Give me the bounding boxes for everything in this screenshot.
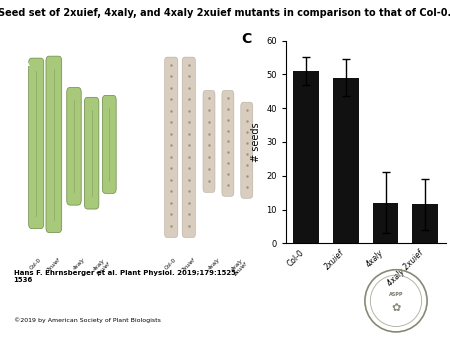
FancyBboxPatch shape [46, 56, 62, 233]
FancyBboxPatch shape [182, 57, 195, 238]
Text: 2xuief: 2xuief [46, 257, 62, 273]
FancyBboxPatch shape [222, 91, 234, 196]
Text: Col-0: Col-0 [164, 257, 178, 271]
Text: Col-0: Col-0 [29, 257, 43, 271]
Text: A: A [18, 55, 29, 69]
FancyBboxPatch shape [67, 88, 81, 205]
Text: 4xaly: 4xaly [207, 257, 221, 271]
Text: Hans F. Ehrnsberger et al. Plant Physiol. 2019;179:1525-
1536: Hans F. Ehrnsberger et al. Plant Physiol… [14, 270, 238, 283]
Text: ✿: ✿ [392, 303, 400, 313]
Bar [412, 204, 438, 243]
Text: B: B [153, 55, 164, 69]
Bar [293, 71, 319, 243]
Text: 4xaly: 4xaly [72, 257, 86, 271]
FancyBboxPatch shape [165, 57, 178, 238]
Y-axis label: # seeds: # seeds [251, 122, 261, 162]
Text: 4xaly
2xuief: 4xaly 2xuief [230, 257, 249, 277]
Bar [373, 203, 398, 243]
FancyBboxPatch shape [29, 58, 44, 228]
FancyBboxPatch shape [102, 95, 116, 193]
Text: 2xuief: 2xuief [181, 257, 197, 273]
Text: C: C [241, 32, 251, 46]
Text: ASPP: ASPP [389, 292, 403, 296]
FancyBboxPatch shape [241, 102, 253, 198]
FancyBboxPatch shape [85, 97, 99, 209]
Text: Seed set of 2xuief, 4xaly, and 4xaly 2xuief mutants in comparison to that of Col: Seed set of 2xuief, 4xaly, and 4xaly 2xu… [0, 8, 450, 19]
Text: 4xaly
2xuief: 4xaly 2xuief [92, 257, 112, 277]
FancyBboxPatch shape [203, 91, 215, 192]
Bar [333, 78, 359, 243]
Text: ©2019 by American Society of Plant Biologists: ©2019 by American Society of Plant Biolo… [14, 318, 160, 323]
